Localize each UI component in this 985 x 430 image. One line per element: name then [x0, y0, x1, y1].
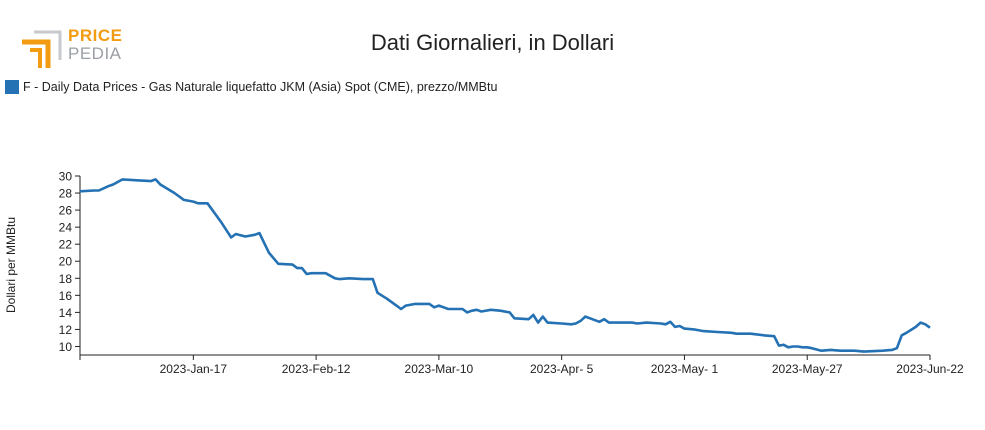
legend-label: F - Daily Data Prices - Gas Naturale liq… — [23, 80, 498, 94]
y-tick: 22 — [59, 238, 80, 252]
logo-mark-icon — [22, 30, 62, 68]
legend-swatch — [5, 80, 19, 94]
y-tick: 28 — [59, 187, 80, 201]
y-axis: 10 12 14 16 18 20 22 24 26 28 30 — [59, 170, 81, 355]
x-tick-label: 2023-May- 1 — [651, 362, 719, 376]
x-tick-label: 2023-Jun-22 — [896, 362, 964, 376]
x-tick: 2023-May- 1 — [651, 355, 719, 376]
x-tick-label: 2023-Feb-12 — [282, 362, 351, 376]
y-tick-label: 22 — [59, 238, 73, 252]
y-tick-label: 26 — [59, 204, 73, 218]
y-tick: 12 — [59, 323, 80, 337]
y-tick: 26 — [59, 204, 80, 218]
y-tick: 20 — [59, 255, 80, 269]
x-tick-label: 2023-Apr- 5 — [530, 362, 594, 376]
y-tick-label: 10 — [59, 340, 73, 354]
x-tick: 2023-Jan-17 — [160, 355, 228, 376]
y-tick: 14 — [59, 306, 80, 320]
x-tick-label: 2023-Mar-10 — [405, 362, 474, 376]
x-tick-label: 2023-May-27 — [772, 362, 843, 376]
y-tick-label: 18 — [59, 272, 73, 286]
x-tick-label: 2023-Jan-17 — [160, 362, 228, 376]
y-tick-label: 30 — [59, 170, 73, 184]
logo-word-price: PRICE — [68, 26, 123, 45]
y-tick-label: 16 — [59, 289, 73, 303]
x-tick: 2023-Feb-12 — [282, 355, 351, 376]
y-tick-label: 14 — [59, 306, 73, 320]
y-tick: 30 — [59, 170, 80, 184]
y-tick: 10 — [59, 340, 80, 354]
x-tick: 2023-May-27 — [772, 355, 843, 376]
y-tick-label: 20 — [59, 255, 73, 269]
y-tick: 16 — [59, 289, 80, 303]
y-tick: 18 — [59, 272, 80, 286]
logo-word-pedia: PEDIA — [68, 44, 122, 63]
y-tick-label: 28 — [59, 187, 73, 201]
series-line — [79, 178, 931, 353]
legend: F - Daily Data Prices - Gas Naturale liq… — [5, 80, 497, 94]
y-axis-label: Dollari per MMBtu — [4, 217, 18, 313]
y-tick-label: 24 — [59, 221, 73, 235]
x-tick: 2023-Jun-22 — [896, 355, 964, 376]
pricepedia-logo: PRICE PEDIA — [18, 24, 128, 72]
y-tick-label: 12 — [59, 323, 73, 337]
x-tick: 2023-Apr- 5 — [530, 355, 594, 376]
y-tick: 24 — [59, 221, 80, 235]
x-axis: 2023-Jan-17 2023-Feb-12 2023-Mar-10 2023-Ap… — [79, 354, 964, 376]
x-tick: 2023-Mar-10 — [405, 355, 474, 376]
chart-title: Dati Giornalieri, in Dollari — [370, 30, 615, 55]
